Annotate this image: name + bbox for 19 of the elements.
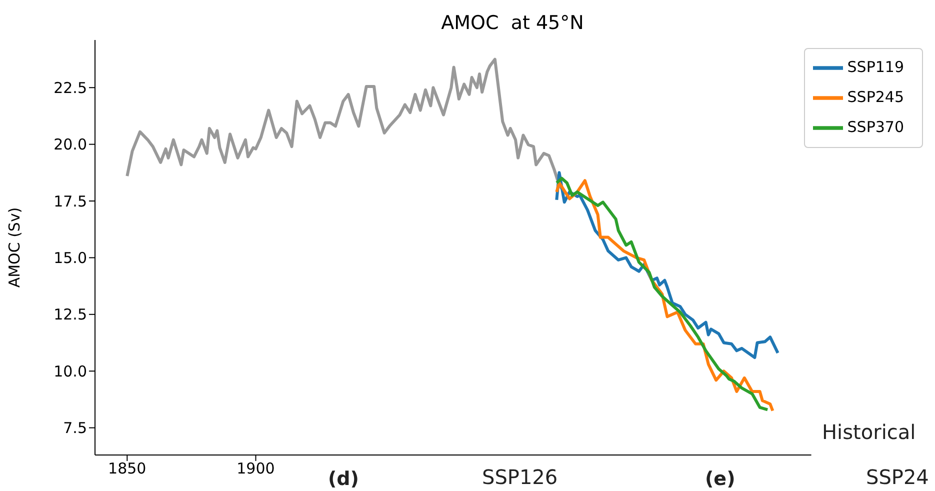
text: SSP126	[482, 465, 558, 489]
text: SSP24	[866, 465, 929, 489]
y-tick-label: 7.5	[63, 419, 87, 438]
y-tick-label: 12.5	[54, 306, 87, 324]
legend-label: SSP245	[847, 88, 904, 106]
y-tick-label: 10.0	[54, 362, 87, 380]
y-tick-label: 17.5	[54, 192, 87, 210]
text: (d)	[328, 468, 359, 490]
y-tick-label: 15.0	[54, 249, 87, 268]
y-axis-title: AMOC (Sv)	[5, 207, 24, 288]
y-tick-label: 20.0	[54, 136, 87, 154]
text: Historical	[822, 420, 916, 444]
legend-label: SSP370	[847, 118, 904, 136]
y-tick-label: 22.5	[54, 78, 87, 97]
x-tick-label: 1850	[108, 460, 146, 478]
x-tick-label: 1900	[236, 460, 275, 478]
chart-title: AMOC at 45°N	[440, 12, 585, 34]
legend-label: SSP119	[847, 58, 904, 76]
text: (e)	[705, 468, 736, 490]
